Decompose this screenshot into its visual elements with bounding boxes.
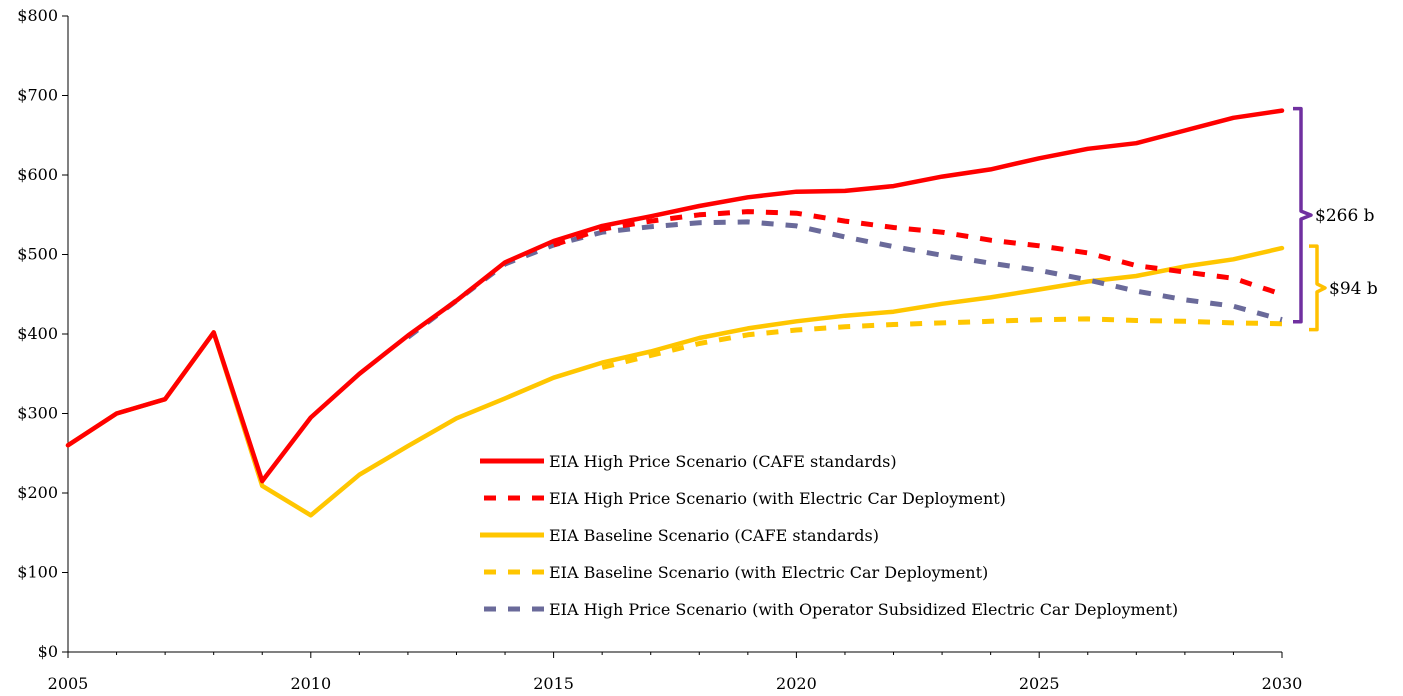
series-line-4: [601, 316, 1283, 370]
legend-label: EIA High Price Scenario (with Operator S…: [549, 600, 1178, 619]
y-tick-label: $800: [17, 6, 58, 25]
legend-label: EIA Baseline Scenario (with Electric Car…: [549, 563, 988, 582]
brace-label: $94 b: [1329, 279, 1378, 299]
x-tick-label: 2025: [1019, 674, 1060, 693]
legend: EIA High Price Scenario (CAFE standards)…: [480, 452, 1178, 619]
series-layer: [65, 108, 1285, 518]
legend-label: EIA High Price Scenario (CAFE standards): [549, 452, 897, 471]
annotations: $266 b $94 b: [1293, 106, 1378, 332]
series-line-3: [65, 245, 1285, 518]
x-tick-label: 2010: [290, 674, 331, 693]
x-tick-label: 2020: [776, 674, 817, 693]
x-tick-label: 2005: [48, 674, 89, 693]
y-tick-label: $500: [17, 245, 58, 264]
axes: $0 $100 $200 $300 $400 $500 $600 $700 $800 2005 20…: [17, 6, 1302, 693]
y-tick-label: $700: [17, 86, 58, 105]
legend-label: EIA High Price Scenario (with Electric C…: [549, 489, 1006, 508]
y-tick-label: $100: [17, 563, 58, 582]
y-tick-label: $300: [17, 404, 58, 423]
brace-2: [1309, 244, 1327, 332]
x-tick-label: 2030: [1262, 674, 1303, 693]
series-line-2: [552, 209, 1283, 297]
y-tick-label: $0: [38, 642, 58, 661]
y-tick-label: $400: [17, 324, 58, 343]
legend-label: EIA Baseline Scenario (CAFE standards): [549, 526, 879, 545]
series-line-1: [65, 108, 1285, 484]
y-tick-label: $600: [17, 165, 58, 184]
x-tick-label: 2015: [533, 674, 574, 693]
brace-1: [1293, 106, 1313, 324]
brace-label: $266 b: [1315, 206, 1375, 226]
y-tick-label: $200: [17, 483, 58, 502]
